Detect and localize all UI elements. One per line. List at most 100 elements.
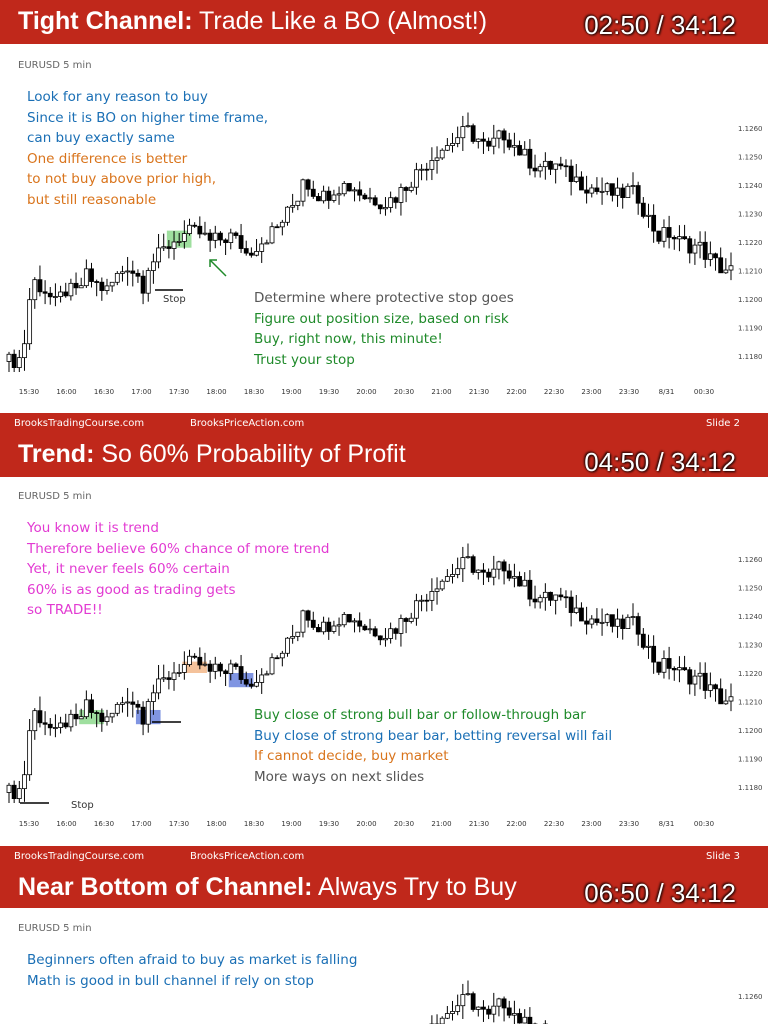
bull-candle xyxy=(388,197,394,208)
bear-candle xyxy=(316,196,321,202)
bear-candle xyxy=(63,722,69,728)
bear-candle xyxy=(486,571,492,578)
bear-candle xyxy=(718,257,724,274)
bull-candle xyxy=(145,701,151,725)
bear-candle xyxy=(63,291,69,297)
bear-candle xyxy=(656,230,662,242)
x-tick-label: 16:00 xyxy=(56,388,76,396)
bull-candle xyxy=(615,187,620,196)
bull-candle xyxy=(661,227,667,242)
bull-candle xyxy=(22,343,27,359)
bull-candle xyxy=(414,600,419,619)
x-tick-label: 20:30 xyxy=(394,820,414,828)
x-tick-label: 20:00 xyxy=(356,388,376,396)
footer-left: BrooksTradingCourse.com xyxy=(14,418,145,429)
bear-candle xyxy=(135,272,141,277)
bear-candle xyxy=(192,224,198,227)
bull-candle xyxy=(109,281,115,287)
chart-symbol: EURUSD 5 min xyxy=(18,491,92,502)
bull-candle xyxy=(455,568,461,575)
bear-candle xyxy=(713,253,718,259)
bear-candle xyxy=(635,616,641,635)
slide-number: Slide 3 xyxy=(706,851,740,862)
bull-candle xyxy=(460,557,466,570)
bull-candle xyxy=(661,658,667,673)
bear-candle xyxy=(140,706,146,725)
y-tick-label: 1.1200 xyxy=(738,727,763,735)
bear-candle xyxy=(640,633,646,648)
bear-candle xyxy=(682,667,687,671)
bear-candle xyxy=(532,167,538,172)
bull-candle xyxy=(171,241,177,249)
bull-candle xyxy=(279,652,285,659)
bull-candle xyxy=(573,176,579,182)
bull-candle xyxy=(537,597,543,603)
bull-candle xyxy=(254,251,259,256)
bull-candle xyxy=(429,160,435,170)
bear-candle xyxy=(620,187,626,199)
bull-candle xyxy=(114,272,120,283)
bull-candle xyxy=(109,712,115,718)
video-timer: 04:50 / 34:12 xyxy=(584,447,736,477)
bear-candle xyxy=(305,179,311,190)
bear-candle xyxy=(11,784,17,800)
arrow-line xyxy=(209,259,227,277)
bear-candle xyxy=(671,236,677,240)
x-tick-label: 20:00 xyxy=(356,820,376,828)
candlestick-chart: 1.1260 1.1250 1.1240 1.1230 1.1220 1.1210 1.12… xyxy=(6,112,763,396)
bull-candle xyxy=(187,224,192,234)
bear-candle xyxy=(357,620,363,627)
bull-candle xyxy=(646,214,651,217)
bull-candle xyxy=(444,145,450,151)
bull-candle xyxy=(202,232,208,235)
y-tick-label: 1.1260 xyxy=(738,993,763,1001)
bull-candle xyxy=(419,599,424,602)
bear-candle xyxy=(89,699,94,713)
bull-candle xyxy=(707,684,713,691)
bull-candle xyxy=(475,138,481,142)
note-line: Math is good in bull channel if rely on … xyxy=(27,972,314,989)
bear-candle xyxy=(37,710,43,724)
bull-candle xyxy=(202,663,208,666)
bear-candle xyxy=(274,226,280,229)
bear-candle xyxy=(140,275,146,294)
bear-candle xyxy=(47,723,53,729)
bull-candle xyxy=(295,200,301,206)
x-tick-label: 22:00 xyxy=(506,388,526,396)
bull-candle xyxy=(83,699,89,718)
bear-candle xyxy=(238,666,244,680)
bull-candle xyxy=(321,621,326,633)
bear-candle xyxy=(362,625,368,631)
bull-candle xyxy=(723,700,729,705)
bear-candle xyxy=(346,614,352,623)
bear-candle xyxy=(563,596,569,599)
bull-candle xyxy=(161,246,167,249)
bear-candle xyxy=(506,139,512,148)
bear-candle xyxy=(666,227,672,238)
video-timer: 06:50 / 34:12 xyxy=(584,878,736,908)
y-tick-label: 1.1210 xyxy=(738,698,763,706)
bear-candle xyxy=(326,621,332,632)
notes-bottom: Determine where protective stop goes Figu… xyxy=(254,288,514,370)
bull-candle xyxy=(279,221,285,228)
x-tick-label: 18:00 xyxy=(206,388,226,396)
bear-candle xyxy=(609,614,615,627)
bear-candle xyxy=(248,683,254,687)
bear-candle xyxy=(11,353,17,369)
bear-candle xyxy=(558,594,564,598)
bear-candle xyxy=(346,183,352,192)
bear-candle xyxy=(73,713,79,720)
bull-candle xyxy=(285,206,290,223)
note-line: 60% is as good as trading gets xyxy=(27,581,236,598)
bull-candle xyxy=(181,664,187,673)
bear-candle xyxy=(99,281,105,291)
bear-candle xyxy=(687,238,693,254)
bull-candle xyxy=(450,143,455,146)
bull-candle xyxy=(434,157,440,161)
bear-candle xyxy=(501,130,507,141)
title-bar: Trend: So 60% Probability of Profit 04:5… xyxy=(0,431,768,477)
bull-candle xyxy=(125,270,131,273)
bull-candle xyxy=(352,620,357,623)
note-line: Yet, it never feels 60% certain xyxy=(27,561,230,577)
bull-candle xyxy=(475,1006,481,1010)
